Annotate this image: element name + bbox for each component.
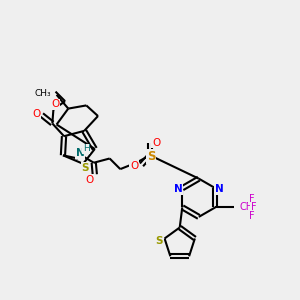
Text: N: N xyxy=(215,184,224,194)
Text: H: H xyxy=(83,144,90,153)
Text: CH₃: CH₃ xyxy=(35,89,51,98)
Text: O: O xyxy=(130,161,138,171)
Text: O: O xyxy=(32,109,40,119)
Text: N: N xyxy=(174,184,182,194)
Text: O: O xyxy=(152,138,160,148)
Text: CF₃: CF₃ xyxy=(239,202,255,212)
Text: F: F xyxy=(249,194,254,204)
Text: O: O xyxy=(85,175,94,185)
Text: N: N xyxy=(76,148,84,158)
Text: F: F xyxy=(249,211,254,221)
Text: S: S xyxy=(82,163,89,173)
Text: S: S xyxy=(155,236,163,246)
Text: S: S xyxy=(147,150,155,163)
Text: F: F xyxy=(251,202,256,212)
Text: O: O xyxy=(51,99,60,110)
